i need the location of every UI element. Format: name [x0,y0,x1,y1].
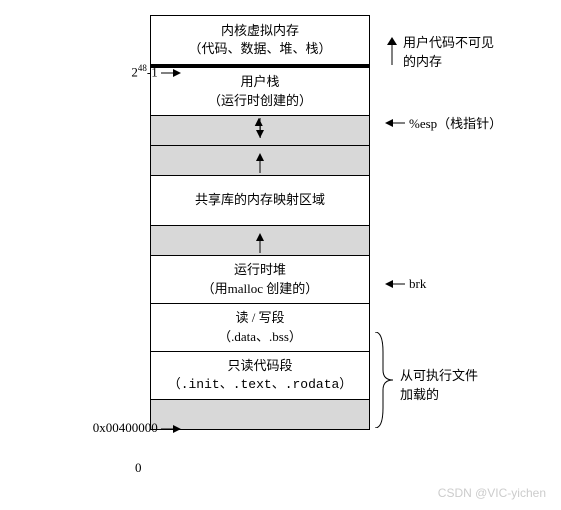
label-brk: brk [385,276,545,292]
watermark: CSDN @VIC-yichen [438,486,546,500]
segment-subtitle: （.data、.bss） [151,328,369,346]
segment-subtitle: （运行时创建的） [151,92,369,110]
arrow-up-svg [255,233,265,253]
segment-title: 只读代码段 [151,357,369,375]
arrow-left-icon [385,119,405,127]
arrow-right-icon [161,425,181,433]
segment-bottom-gap [151,400,369,430]
arrow-left-icon [385,280,405,288]
label-text: 从可执行文件加载的 [400,365,490,403]
addr-suffix: -1 [147,64,158,79]
segment-shared-libs: 共享库的内存映射区域 [151,176,369,226]
arrow-up-svg [255,153,265,173]
segment-title: 运行时堆 [151,261,369,279]
segment-subtitle: （.init、.text、.rodata） [151,376,369,394]
label-esp: %esp（栈指针） [385,113,545,132]
label-text: %esp（栈指针） [409,113,502,132]
label-addr-low: 0x00400000 [71,420,181,436]
brace-icon [373,332,403,428]
label-text: brk [409,276,426,292]
addr-exp: 48 [138,63,147,73]
label-invisible: 用户代码不可见的内存 [385,32,545,70]
arrow-down-svg [255,118,265,138]
segment-heap: 运行时堆 （用malloc 创建的） [151,256,369,304]
label-text: 用户代码不可见的内存 [403,32,503,70]
label-addr-high: 248-1 [71,63,181,80]
addr-low-text: 0x00400000 [93,420,158,435]
label-zero: 0 [135,460,142,476]
segment-title: 内核虚拟内存 [151,22,369,40]
segment-user-stack: 用户栈 （运行时创建的） [151,68,369,116]
segment-gap3 [151,226,369,256]
segment-title: 共享库的内存映射区域 [151,191,369,209]
segment-kernel: 内核虚拟内存 （代码、数据、堆、栈） [151,16,369,68]
memory-layout-diagram: 内核虚拟内存 （代码、数据、堆、栈） 用户栈 （运行时创建的） 共享库的内存映射… [150,15,370,430]
segment-gap2 [151,146,369,176]
segment-ro: 只读代码段 （.init、.text、.rodata） [151,352,369,400]
segment-gap1 [151,116,369,146]
label-loaded: 从可执行文件加载的 [400,365,490,403]
segment-title: 用户栈 [151,73,369,91]
arrow-right-icon [161,69,181,77]
segment-title: 读 / 写段 [151,309,369,327]
segment-subtitle: （用malloc 创建的） [151,280,369,298]
segment-rw: 读 / 写段 （.data、.bss） [151,304,369,352]
segment-subtitle: （代码、数据、堆、栈） [151,40,369,58]
arrow-up-icon [385,37,399,65]
